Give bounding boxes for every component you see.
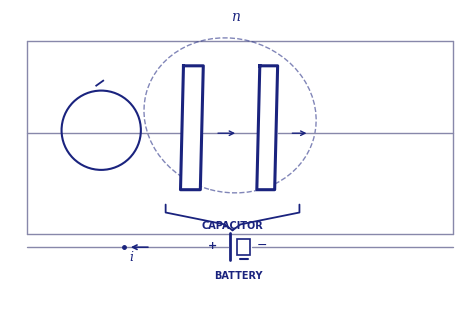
Polygon shape [181, 66, 203, 190]
Text: −: − [256, 239, 267, 252]
FancyBboxPatch shape [237, 239, 250, 255]
Text: BATTERY: BATTERY [214, 271, 262, 281]
Text: i: i [129, 251, 133, 264]
Text: n: n [230, 10, 239, 24]
Text: CAPACITOR: CAPACITOR [201, 221, 264, 231]
Polygon shape [257, 66, 278, 190]
Text: +: + [208, 241, 217, 251]
